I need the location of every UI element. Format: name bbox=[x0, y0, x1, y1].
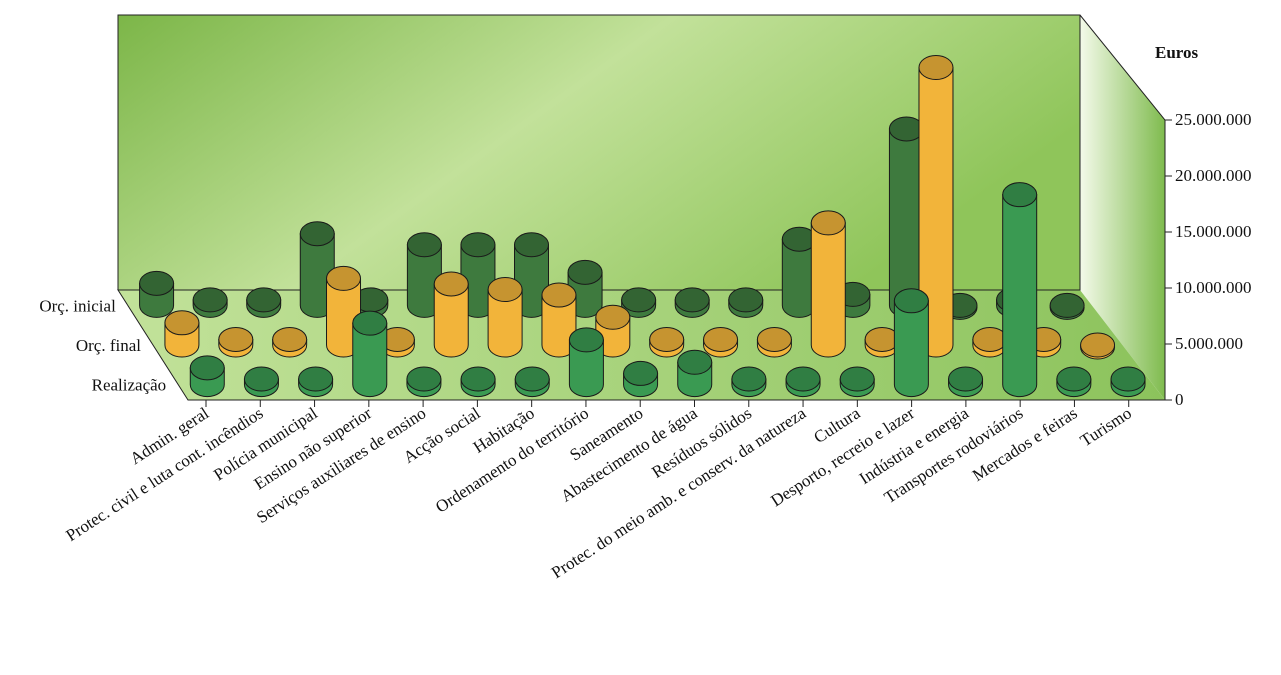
bar bbox=[326, 265, 362, 358]
bar bbox=[189, 355, 225, 398]
bar bbox=[406, 366, 442, 398]
bar bbox=[218, 326, 254, 358]
y-tick-label: 0 bbox=[1175, 390, 1184, 409]
bar bbox=[192, 287, 228, 318]
bar bbox=[299, 221, 335, 318]
bar bbox=[246, 287, 282, 318]
y-tick-label: 10.000.000 bbox=[1175, 278, 1252, 297]
bar bbox=[731, 366, 767, 398]
bar bbox=[781, 226, 817, 318]
bar bbox=[1002, 182, 1038, 398]
bar bbox=[674, 287, 710, 318]
bar bbox=[595, 304, 631, 358]
bar bbox=[460, 232, 496, 318]
bar bbox=[948, 366, 984, 398]
bar bbox=[621, 287, 657, 318]
bar bbox=[785, 366, 821, 398]
bar bbox=[677, 349, 713, 398]
bar bbox=[918, 55, 954, 358]
row-label: Realização bbox=[92, 376, 167, 395]
bar bbox=[487, 277, 523, 358]
bar bbox=[972, 326, 1008, 358]
x-tick-label: Turismo bbox=[1077, 403, 1135, 450]
bar bbox=[298, 366, 334, 398]
bar bbox=[379, 326, 415, 358]
bar bbox=[164, 310, 200, 358]
bar bbox=[406, 232, 442, 318]
bar bbox=[514, 366, 550, 398]
bar bbox=[649, 326, 685, 358]
bar bbox=[756, 326, 792, 358]
y-tick-label: 5.000.000 bbox=[1175, 334, 1243, 353]
bar bbox=[728, 287, 764, 318]
bar bbox=[893, 288, 929, 398]
bar bbox=[1049, 292, 1085, 320]
y-tick-label: 25.000.000 bbox=[1175, 110, 1252, 129]
bar bbox=[567, 259, 603, 318]
bar bbox=[1110, 366, 1146, 398]
bar bbox=[460, 366, 496, 398]
row-label: Orç. final bbox=[76, 336, 141, 355]
bar bbox=[272, 326, 308, 358]
bar bbox=[703, 326, 739, 358]
bar bbox=[433, 271, 469, 358]
side-wall bbox=[1080, 15, 1165, 400]
y-tick-label: 15.000.000 bbox=[1175, 222, 1252, 241]
bar bbox=[541, 282, 577, 358]
bar bbox=[1080, 332, 1116, 360]
row-label: Orç. inicial bbox=[39, 296, 116, 315]
y-axis-title: Euros bbox=[1155, 43, 1199, 62]
bar bbox=[839, 366, 875, 398]
y-tick-label: 20.000.000 bbox=[1175, 166, 1252, 185]
bar bbox=[514, 232, 550, 318]
bar bbox=[888, 116, 924, 318]
bar bbox=[1056, 366, 1092, 398]
bar bbox=[568, 327, 604, 398]
bar bbox=[139, 270, 175, 318]
bar bbox=[352, 310, 388, 398]
bar bbox=[623, 360, 659, 398]
bar bbox=[243, 366, 279, 398]
bar bbox=[810, 210, 846, 358]
